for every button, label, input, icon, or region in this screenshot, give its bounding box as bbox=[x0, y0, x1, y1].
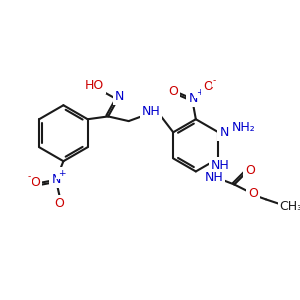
Text: N: N bbox=[51, 173, 61, 186]
Text: NH: NH bbox=[211, 159, 230, 172]
Text: -: - bbox=[213, 76, 216, 85]
Text: CH₃: CH₃ bbox=[280, 200, 300, 213]
Text: O: O bbox=[245, 164, 255, 177]
Text: O: O bbox=[55, 197, 64, 210]
Text: O: O bbox=[248, 187, 258, 200]
Text: O: O bbox=[31, 176, 40, 189]
Text: O: O bbox=[169, 85, 178, 98]
Text: +: + bbox=[196, 88, 203, 97]
Text: HO: HO bbox=[85, 79, 104, 92]
Text: NH: NH bbox=[204, 170, 223, 184]
Text: N: N bbox=[219, 126, 229, 139]
Text: N: N bbox=[188, 92, 198, 105]
Text: N: N bbox=[115, 90, 124, 103]
Text: O: O bbox=[203, 80, 213, 93]
Text: NH₂: NH₂ bbox=[232, 121, 256, 134]
Text: -: - bbox=[27, 172, 31, 182]
Text: NH: NH bbox=[142, 105, 160, 118]
Text: +: + bbox=[58, 169, 65, 178]
